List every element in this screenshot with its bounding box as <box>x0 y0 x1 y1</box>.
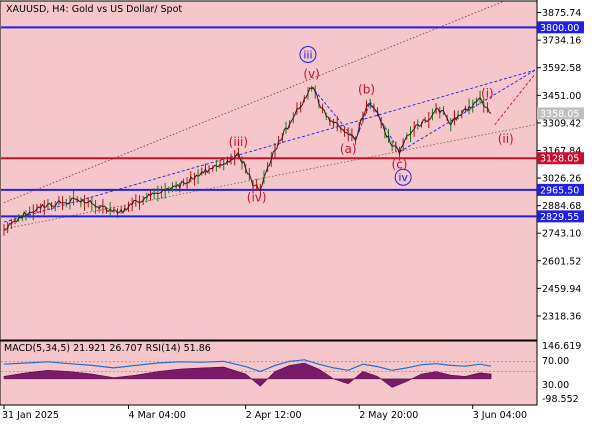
mid-channel-line <box>3 124 536 230</box>
wave-target-line <box>399 69 536 153</box>
y-tick-label: 2318.36 <box>542 311 581 322</box>
macd-tick-bottom: -98.552 <box>542 394 579 405</box>
y-tick-label: 3592.58 <box>542 63 581 74</box>
price-axis <box>537 0 596 405</box>
wave-label: (iv) <box>247 191 267 205</box>
x-tick-label: 2 May 20:00 <box>359 410 418 421</box>
rsi-line <box>3 359 492 373</box>
wave-label: iii <box>303 48 312 61</box>
wave-label: (c) <box>392 158 408 172</box>
wave-label: (b) <box>358 83 375 97</box>
wave-label: (ii) <box>498 132 514 146</box>
indicator-pane-background <box>0 340 538 406</box>
y-tick-label: 3309.42 <box>542 118 581 129</box>
y-tick-label: 3734.16 <box>542 36 581 47</box>
blue-channel-line <box>3 69 536 223</box>
x-tick-label: 31 Jan 2025 <box>2 410 59 421</box>
x-tick-label: 2 Apr 12:00 <box>246 410 302 421</box>
indicator-label: MACD(5,34,5) 21.921 26.707 RSI(14) 51.86 <box>4 343 211 354</box>
y-tick-label: 3026.26 <box>542 174 581 185</box>
level-price-label: 3128.05 <box>540 154 579 165</box>
level-tag <box>537 210 584 223</box>
y-tick-label: 3451.00 <box>542 91 581 102</box>
chart-title: XAUUSD, H4: Gold vs US Dollar/ Spot <box>6 4 182 15</box>
wave-labels: (iii) (iv) (v) iii (a) (b) (c)iv (i) (ii) <box>229 45 514 205</box>
x-tick-label: 4 Mar 04:00 <box>129 410 186 421</box>
wave-label: iv <box>398 171 408 184</box>
x-tick-label: 3 Jun 04:00 <box>473 410 527 421</box>
y-tick-label: 2459.94 <box>542 284 581 295</box>
price-line <box>3 87 492 231</box>
y-tick-label: 2743.10 <box>542 229 581 240</box>
wave-label-circle <box>394 168 412 186</box>
main-pane-background <box>0 0 538 341</box>
level-tag <box>537 183 584 196</box>
current-price-label: 3358.05 <box>540 109 579 120</box>
level-price-label: 3800.00 <box>540 23 579 34</box>
y-tick-label: 3875.74 <box>542 8 581 19</box>
y-tick-label: 2884.68 <box>542 201 581 212</box>
macd-tick-70: 70.00 <box>542 356 569 367</box>
wave-label: (iii) <box>229 135 248 149</box>
wave-label: (a) <box>340 142 357 156</box>
wave-label: (v) <box>303 67 319 81</box>
wave-label-circle <box>299 45 317 63</box>
y-axis-ticks: 3875.74 3734.16 3592.58 3451.00 3309.42 3167.… <box>537 8 581 322</box>
support-resistance-levels: 3800.00 3128.05 2965.50 2829.55 3358.05 <box>1 21 584 223</box>
macd-tick-30: 30.00 <box>542 380 569 391</box>
level-price-label: 2829.55 <box>540 212 579 223</box>
y-tick-label: 3167.84 <box>542 146 581 157</box>
macd-histogram <box>3 362 492 388</box>
projection-line <box>494 73 536 126</box>
level-tag <box>537 152 584 165</box>
level-tag <box>537 21 584 34</box>
wave-label: (i) <box>481 86 494 100</box>
macd-indicator <box>1 359 537 388</box>
channel-lines <box>3 1 536 230</box>
level-price-label: 2965.50 <box>540 185 579 196</box>
price-series <box>3 85 492 236</box>
current-price-tag <box>537 107 584 120</box>
x-axis-ticks: 31 Jan 2025 4 Mar 04:00 2 Apr 12:00 2 May 2… <box>2 405 527 421</box>
macd-tick-top: 146.619 <box>542 341 581 352</box>
y-tick-label: 2601.52 <box>542 256 581 267</box>
